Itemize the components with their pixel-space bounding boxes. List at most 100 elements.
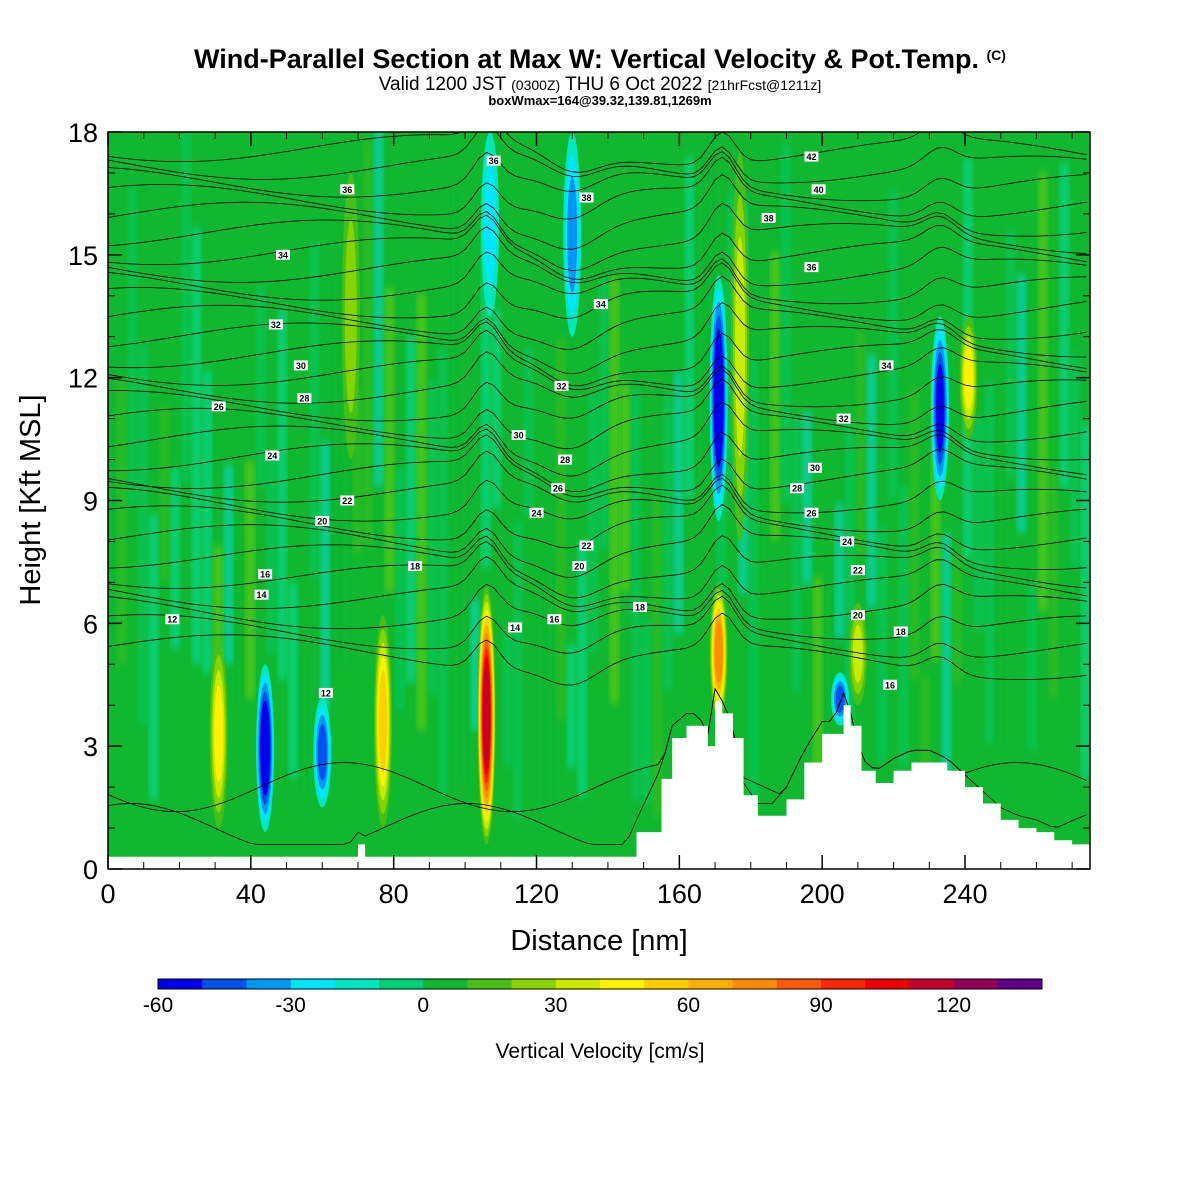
velocity-band <box>257 285 264 487</box>
colorbar-tick-label: 60 <box>677 994 700 1017</box>
isentrope-line <box>108 612 1087 686</box>
velocity-band <box>150 513 157 800</box>
isentrope-label-bg <box>550 483 565 494</box>
velocity-band <box>1040 172 1046 612</box>
isentrope-label: 28 <box>558 454 573 465</box>
velocity-band <box>697 149 703 495</box>
velocity-band <box>225 464 232 664</box>
isentrope-label-text: 34 <box>278 250 288 260</box>
isentrope-label-bg <box>883 679 898 690</box>
velocity-feature <box>563 132 582 337</box>
velocity-contour-fill <box>567 176 578 293</box>
isentrope-label: 22 <box>340 495 355 506</box>
isentrope-label-text: 32 <box>271 320 281 330</box>
isentrope-label: 36 <box>804 262 819 273</box>
velocity-band <box>182 132 189 482</box>
velocity-band <box>911 390 918 680</box>
x-tick-label: 240 <box>942 879 987 909</box>
isentrope-label: 32 <box>554 380 569 391</box>
chart-title: Wind-Parallel Section at Max W: Vertical… <box>0 44 1200 75</box>
velocity-band <box>825 582 832 713</box>
isentrope-label: 24 <box>529 507 544 518</box>
velocity-band <box>504 630 511 766</box>
velocity-band <box>868 354 875 608</box>
velocity-feature <box>477 586 496 845</box>
isentrope-line <box>108 535 1087 599</box>
isentrope-label-text: 32 <box>556 381 566 391</box>
isentrope-line <box>108 321 1087 387</box>
isentrope-label-bg <box>558 454 573 465</box>
copyright-mark: (C) <box>986 47 1006 63</box>
velocity-band <box>836 504 843 639</box>
velocity-band <box>665 389 671 690</box>
velocity-band <box>450 191 457 507</box>
isentrope-label-bg <box>340 495 355 506</box>
isentrope-label: 18 <box>633 601 648 612</box>
isentrope-label-text: 36 <box>489 156 499 166</box>
isentrope-label-text: 22 <box>581 541 591 551</box>
colorbar-label: Vertical Velocity [cm/s] <box>496 1040 705 1063</box>
isentrope-label-bg <box>254 589 269 600</box>
isentrope-label: 26 <box>211 401 226 412</box>
colorbar-tick-label: 0 <box>417 994 429 1017</box>
velocity-feature <box>209 639 228 829</box>
velocity-band <box>236 533 243 707</box>
velocity-band <box>515 521 521 821</box>
velocity-band <box>397 468 403 709</box>
isentrope-line <box>108 151 1087 202</box>
colorbar-swatch <box>953 979 999 989</box>
isentrope-label: 34 <box>275 249 290 260</box>
isentrope-line <box>108 351 1087 408</box>
isentrope-line <box>108 504 1087 578</box>
velocity-band <box>407 335 414 684</box>
isentrope-label-text: 32 <box>839 414 849 424</box>
isentrope-label-bg <box>275 249 290 260</box>
isentrope-label: 30 <box>808 462 823 473</box>
colorbar-swatch <box>555 979 601 989</box>
velocity-band <box>1082 424 1089 780</box>
x-tick-label: 200 <box>800 879 845 909</box>
x-tick-label: 40 <box>236 879 266 909</box>
colorbar-swatch <box>423 979 468 989</box>
velocity-band <box>1072 353 1078 568</box>
isentrope-label-bg <box>554 380 569 391</box>
colorbar-swatch <box>202 979 247 989</box>
isentrope-label: 20 <box>850 610 865 621</box>
isentrope-labels: 12 14 16 20 22 24 26 28 30 32 34 36 18 14 16 24 26 28 30 32… <box>165 151 908 698</box>
colorbar-tick-label: 90 <box>809 994 832 1017</box>
isentrope-label-text: 40 <box>814 185 824 195</box>
isentrope-label: 20 <box>572 561 587 572</box>
isentrope-label-bg <box>297 393 312 404</box>
isentrope-line <box>108 541 1087 608</box>
isentrope-label-bg <box>836 413 851 424</box>
velocity-band <box>793 416 800 693</box>
isentrope-label: 24 <box>265 450 280 461</box>
isentrope-line <box>108 156 1087 220</box>
velocity-band <box>986 379 993 743</box>
velocity-band <box>579 541 586 797</box>
isentrope-label-bg <box>633 601 648 612</box>
isentrope-label-bg <box>165 614 180 625</box>
velocity-band <box>1018 274 1025 533</box>
velocity-band <box>804 411 811 586</box>
x-axis-label: Distance [nm] <box>510 925 687 957</box>
isentrope-label-text: 22 <box>342 496 352 506</box>
colorbar-tick-label: 120 <box>936 994 971 1017</box>
isentrope-label-text: 14 <box>510 623 520 633</box>
isentrope-label: 24 <box>840 536 855 547</box>
isentrope-label-text: 38 <box>764 213 774 223</box>
velocity-band <box>440 347 446 796</box>
isentrope-label: 22 <box>579 540 594 551</box>
isentrope-label-bg <box>315 515 330 526</box>
isentrope-label-bg <box>790 483 805 494</box>
velocity-feature <box>959 316 978 440</box>
velocity-band <box>815 577 821 766</box>
x-tick-label: 80 <box>379 879 409 909</box>
velocity-band <box>322 441 328 709</box>
forecast-info: [21hrFcst@1211z] <box>707 77 822 93</box>
isentrope-label: 16 <box>883 679 898 690</box>
isentrope-line <box>108 368 1087 425</box>
isentrope-label: 30 <box>511 429 526 440</box>
